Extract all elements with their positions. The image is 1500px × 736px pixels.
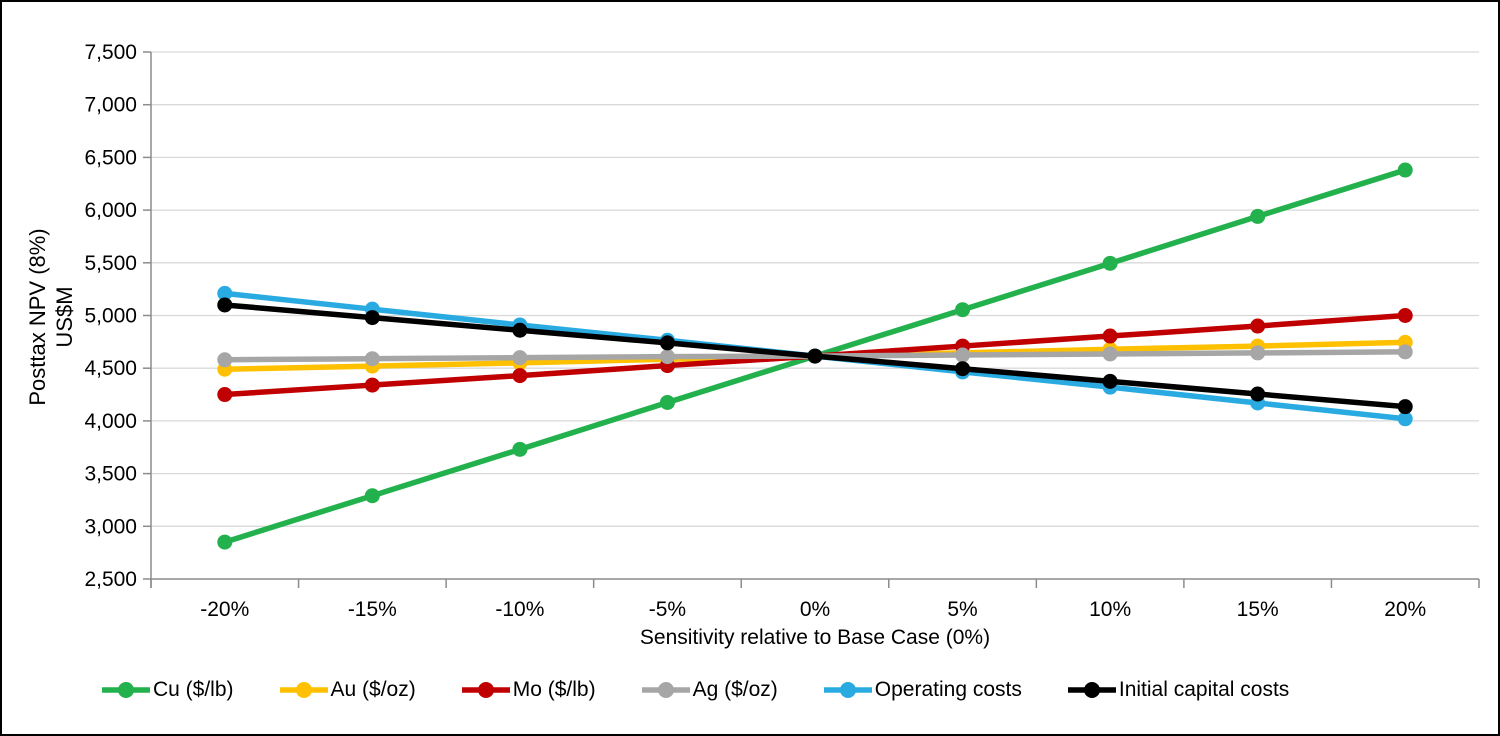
legend-item-initial-capital-costs: Initial capital costs: [1067, 678, 1290, 702]
legend-marker-icon: [118, 682, 134, 698]
legend-marker-icon: [1083, 682, 1100, 698]
legend-item-operating-costs: Operating costs: [823, 678, 1022, 702]
series-ag-oz-marker: [217, 352, 233, 368]
x-tick-label: -20%: [200, 598, 249, 621]
series-ag-oz-marker: [955, 347, 971, 363]
series-ag-oz-marker: [364, 351, 380, 367]
series-initial-capital-costs-marker: [1397, 399, 1413, 415]
series-mo-lb-marker: [512, 368, 528, 384]
y-tick-label: 5,000: [84, 305, 137, 328]
series-mo-lb-marker: [1397, 308, 1413, 323]
legend-swatch-initial-capital-costs-icon: [1067, 682, 1116, 698]
x-tick-label: -10%: [495, 598, 544, 621]
series-mo-lb-marker: [1102, 328, 1118, 344]
y-tick-label: 3,000: [84, 515, 137, 538]
series-ag-oz-marker: [512, 350, 528, 366]
x-tick-labels: -20% -15% -10% -5% 0% 5% 10% 15% 20%: [200, 598, 1426, 621]
x-tick-label: 0%: [800, 598, 830, 621]
x-axis-title: Sensitivity relative to Base Case (0%): [639, 626, 991, 649]
series-cu-lb-marker: [217, 534, 233, 550]
series-initial-capital-costs-marker: [1102, 373, 1118, 389]
legend-label-mo-lb: Mo ($/lb): [512, 678, 596, 701]
x-tick-label: -15%: [348, 598, 397, 621]
legend-item-cu-lb: Cu ($/lb): [102, 678, 234, 702]
legend-swatch-cu-lb-icon: [102, 682, 150, 698]
series-initial-capital-costs-marker: [364, 310, 380, 326]
series-ag-oz-marker: [1102, 346, 1118, 362]
series-initial-capital-costs-marker: [217, 297, 233, 313]
legend-swatch-ag-oz-icon: [641, 682, 690, 698]
y-tick-label: 6,500: [84, 146, 137, 169]
legend-label-ag-oz: Ag ($/oz): [692, 678, 778, 701]
y-tick-labels: 2,500 3,000 3,500 4,000 4,500 5,000 5,500 6,000…: [84, 41, 137, 591]
series-cu-lb-marker: [659, 394, 675, 410]
series-ag-oz-marker: [1250, 345, 1266, 361]
series-cu-lb-marker: [1397, 162, 1413, 178]
y-tick-label: 7,000: [84, 94, 137, 117]
series-initial-capital-costs-marker: [659, 335, 675, 351]
y-tick-label: 3,500: [84, 463, 137, 486]
series-initial-capital-costs-marker: [807, 348, 823, 364]
legend-item-au-oz: Au ($/oz): [279, 678, 416, 702]
legend-marker-icon: [295, 682, 312, 698]
series-cu-lb-marker: [955, 302, 971, 318]
series-cu-lb-marker: [1250, 208, 1266, 224]
legend-marker-icon: [839, 682, 856, 698]
x-tick-label: 20%: [1384, 598, 1426, 621]
series-initial-capital-costs-marker: [1250, 386, 1266, 402]
series-mo-lb-marker: [1250, 318, 1266, 334]
legend-marker-icon: [477, 682, 494, 698]
series-operating-costs-marker: [1397, 411, 1413, 427]
y-tick-label: 6,000: [84, 199, 137, 222]
legend-label-au-oz: Au ($/oz): [330, 678, 416, 701]
legend-swatch-au-oz-icon: [279, 682, 328, 698]
series-cu-lb-marker: [1102, 255, 1118, 271]
x-tick-label: 5%: [947, 598, 977, 621]
legend-label-cu-lb: Cu ($/lb): [153, 678, 234, 701]
x-tick-label: 15%: [1237, 598, 1279, 621]
gridlines: [151, 51, 1479, 527]
y-tick-label: 4,000: [84, 410, 137, 433]
legend-item-mo-lb: Mo ($/lb): [461, 678, 596, 702]
legend-swatch-operating-costs-icon: [823, 682, 872, 698]
series-initial-capital-costs-marker: [955, 361, 971, 377]
legend-label-initial-capital-costs: Initial capital costs: [1118, 678, 1290, 701]
legend-label-operating-costs: Operating costs: [874, 678, 1022, 701]
y-axis-title-line1: Posttax NPV (8%): [25, 228, 50, 406]
y-axis-title-line2: US$M: [52, 286, 77, 348]
series-initial-capital-costs-marker: [512, 322, 528, 338]
x-tick-label: -5%: [649, 598, 686, 621]
axes: [143, 51, 1480, 588]
legend-item-ag-oz: Ag ($/oz): [641, 678, 778, 702]
y-tick-label: 5,500: [84, 252, 137, 275]
y-axis-title: Posttax NPV (8%) US$M: [24, 144, 82, 490]
legend-swatch-mo-lb-icon: [461, 682, 510, 698]
legend-marker-icon: [657, 682, 674, 698]
y-tick-label: 7,500: [84, 41, 137, 64]
series-cu-lb-marker: [364, 488, 380, 504]
series-mo-lb-marker: [364, 377, 380, 393]
y-tick-label: 2,500: [84, 568, 137, 591]
series-initial-capital-costs: [217, 297, 1413, 415]
series-cu-lb-marker: [512, 441, 528, 457]
series-ag-oz-marker: [659, 349, 675, 365]
y-tick-label: 4,500: [84, 357, 137, 380]
series-ag-oz-marker: [1397, 344, 1413, 360]
series-operating-costs-marker: [217, 285, 233, 301]
series-mo-lb-marker: [217, 387, 233, 403]
legend: Cu ($/lb) Au ($/oz) Mo ($/lb) Ag ($/oz) Oper…: [102, 678, 1482, 702]
x-tick-label: 10%: [1089, 598, 1131, 621]
